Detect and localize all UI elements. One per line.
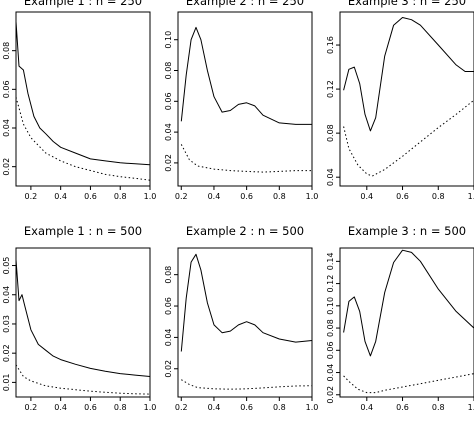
panel-title: Example 3 : n = 500 <box>348 224 466 238</box>
panel-5: Example 2 : n = 500 0.2 0.4 0.6 0.8 1.0 0.02 0.… <box>164 224 318 412</box>
series-line-solid <box>15 259 151 377</box>
y-tick-label: 0.04 <box>2 286 11 304</box>
x-tick-label: 0.2 <box>175 403 188 412</box>
series-line-dotted <box>343 373 474 394</box>
panel-4: Example 1 : n = 500 0.2 0.4 0.6 0.8 1.0 0.01 0.… <box>2 224 156 412</box>
x-tick-label: 0.2 <box>25 192 38 201</box>
x-tick-label: 0.4 <box>360 192 373 201</box>
y-tick-label: 0.08 <box>326 319 335 337</box>
y-tick-label: 0.04 <box>326 168 335 186</box>
y-tick-label: 0.02 <box>164 154 173 172</box>
panel-6: Example 3 : n = 500 0.4 0.6 0.8 1.0 0.02 0.04 0… <box>326 224 474 412</box>
plot-frame <box>177 11 313 187</box>
plot-frame <box>339 247 474 398</box>
y-tick-label: 0.10 <box>164 31 173 49</box>
panel-title: Example 1 : n = 250 <box>24 0 142 8</box>
y-tick-label: 0.05 <box>2 257 11 275</box>
y-tick-label: 0.02 <box>326 386 335 404</box>
y-tick-label: 0.08 <box>164 266 173 284</box>
y-tick-label: 0.06 <box>326 341 335 359</box>
panel-2: Example 2 : n = 250 0.2 0.4 0.6 0.8 1.0 0.02 0.… <box>164 0 318 201</box>
series-line-solid <box>180 253 313 352</box>
x-tick-label: 0.8 <box>432 403 445 412</box>
series-line-dotted <box>15 364 151 395</box>
x-tick-label: 0.6 <box>240 192 253 201</box>
x-tick-label: 0.4 <box>54 403 67 412</box>
panel-3: Example 3 : n = 250 0.4 0.6 0.8 1.0 0.04 0.08 0… <box>326 0 474 201</box>
x-tick-label: 0.4 <box>54 192 67 201</box>
panel-title: Example 2 : n = 250 <box>186 0 304 8</box>
x-tick-label: 0.6 <box>396 403 409 412</box>
y-tick-label: 0.04 <box>164 123 173 141</box>
x-tick-label: 0.2 <box>175 192 188 201</box>
x-tick-label: 0.8 <box>273 403 286 412</box>
panel-title: Example 3 : n = 250 <box>348 0 466 8</box>
plot-frame <box>177 247 313 398</box>
plot-frame <box>15 11 151 187</box>
series-line-solid <box>180 26 312 125</box>
panel-title: Example 2 : n = 500 <box>186 224 304 238</box>
x-tick-label: 0.4 <box>208 192 221 201</box>
panel-title: Example 1 : n = 500 <box>24 224 142 238</box>
x-tick-label: 1.0 <box>144 192 157 201</box>
y-tick-label: 0.02 <box>164 360 173 378</box>
x-tick-label: 1.0 <box>468 403 474 412</box>
panel-1: Example 1 : n = 250 0.2 0.4 0.6 0.8 1.0 0.02 0.… <box>2 0 156 201</box>
series-line-solid <box>343 17 474 132</box>
x-tick-label: 0.4 <box>208 403 221 412</box>
x-tick-label: 1.0 <box>144 403 157 412</box>
x-tick-label: 0.6 <box>396 192 409 201</box>
x-tick-label: 0.2 <box>25 403 38 412</box>
series-line-dotted <box>15 96 151 181</box>
x-tick-label: 1.0 <box>306 403 319 412</box>
y-tick-label: 0.10 <box>326 297 335 315</box>
y-tick-label: 0.12 <box>326 80 335 98</box>
series-line-solid <box>15 21 151 166</box>
x-tick-label: 0.8 <box>114 403 127 412</box>
x-tick-label: 0.8 <box>273 192 286 201</box>
y-tick-label: 0.16 <box>326 36 335 54</box>
x-tick-label: 0.4 <box>360 403 373 412</box>
x-tick-label: 0.8 <box>114 192 127 201</box>
x-tick-label: 0.6 <box>240 403 253 412</box>
y-tick-label: 0.14 <box>326 252 335 270</box>
y-tick-label: 0.06 <box>164 297 173 315</box>
y-tick-label: 0.06 <box>2 80 11 98</box>
y-tick-label: 0.02 <box>2 344 11 362</box>
plot-frame <box>339 11 474 187</box>
series-line-dotted <box>343 99 474 177</box>
y-tick-label: 0.04 <box>2 119 11 137</box>
x-tick-label: 1.0 <box>468 192 474 201</box>
y-tick-label: 0.04 <box>326 364 335 382</box>
series-line-solid <box>343 249 474 357</box>
y-tick-label: 0.02 <box>2 158 11 176</box>
x-tick-label: 0.6 <box>84 192 97 201</box>
y-tick-label: 0.12 <box>326 275 335 293</box>
series-line-dotted <box>181 379 313 390</box>
y-tick-label: 0.01 <box>2 373 11 391</box>
y-tick-label: 0.08 <box>2 42 11 60</box>
y-tick-label: 0.08 <box>164 62 173 80</box>
y-tick-label: 0.08 <box>326 124 335 142</box>
x-tick-label: 1.0 <box>306 192 319 201</box>
y-tick-label: 0.04 <box>164 328 173 346</box>
series-line-dotted <box>180 144 312 173</box>
x-tick-label: 0.8 <box>432 192 445 201</box>
plot-frame <box>15 247 151 398</box>
x-tick-label: 0.6 <box>84 403 97 412</box>
y-tick-label: 0.06 <box>164 92 173 110</box>
y-tick-label: 0.03 <box>2 315 11 333</box>
